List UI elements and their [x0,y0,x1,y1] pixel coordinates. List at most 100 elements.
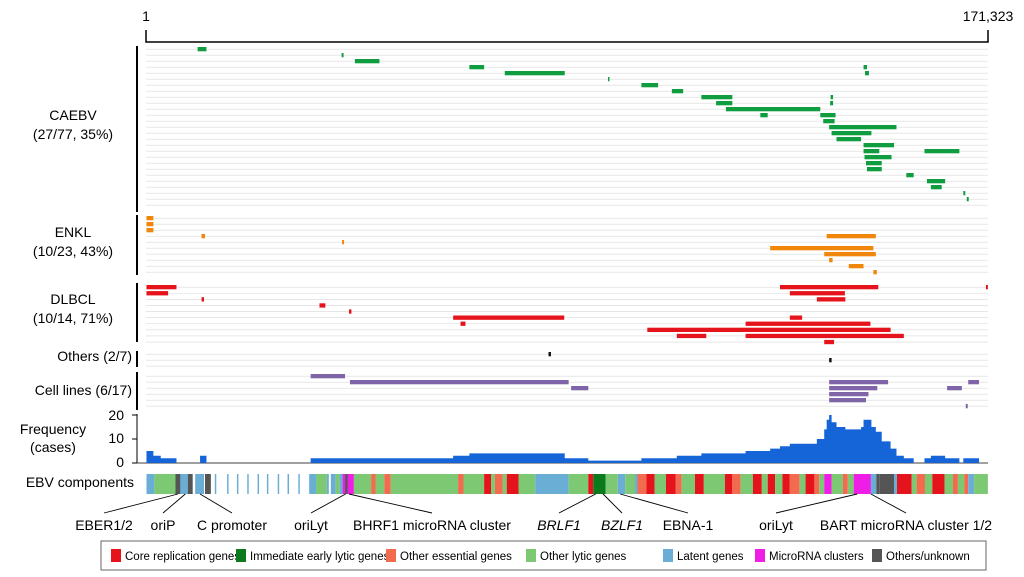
component-block [180,474,188,494]
component-block [944,474,953,494]
component-block [339,474,343,494]
annotation-label: oriLyt [759,517,793,533]
component-block [502,474,507,494]
deletion-bar [826,234,876,239]
component-block [605,474,618,494]
deletion-bar [863,65,867,70]
deletion-bar [319,303,326,308]
deletion-bar [676,333,707,339]
annotation-leader [199,493,233,514]
component-block [968,474,975,494]
deletion-bar [865,71,869,76]
deletion-bar [349,380,569,385]
annotation-leader [602,493,623,514]
component-block [494,474,503,494]
annotation-label: C promoter [197,517,267,533]
deletion-bar [830,95,834,100]
component-block [819,474,825,494]
annotation-leader [775,493,858,514]
component-block [330,474,336,494]
deletion-bar [548,352,551,357]
component-block [924,474,933,494]
annotation-leader [162,493,186,514]
group-label-name: ENKL [55,224,92,240]
deletion-bar [453,315,565,320]
component-block [353,474,372,494]
component-block [814,474,820,494]
component-block [146,474,155,494]
component-block [799,474,806,494]
deletion-bar [716,101,733,106]
component-block [646,474,655,494]
component-block [732,474,741,494]
ebv-components-track [146,474,988,494]
component-block [617,474,626,494]
deletion-bar [201,234,205,239]
legend-entry-label: Other essential genes [400,551,512,563]
deletion-bar [146,291,169,296]
deletion-bar [866,167,882,172]
annotation-label: BART microRNA cluster 1/2 [820,517,992,533]
component-block [775,474,783,494]
deletion-bar [341,53,344,58]
deletion-bar [460,321,466,326]
deletion-bar [789,291,845,296]
component-block [782,474,790,494]
deletion-bar [873,270,877,275]
deletion-bar [201,297,204,302]
deletion-bar [146,285,177,290]
component-block [740,474,753,494]
component-block [484,474,492,494]
component-block [326,474,329,494]
legend-entry-label: Others/unknown [886,551,970,563]
component-block [236,474,239,494]
annotation-leader [620,493,689,514]
component-block [894,474,897,494]
deletion-bar [310,374,346,379]
component-block [335,474,340,494]
deletion-bar [571,386,589,391]
component-block [371,474,376,494]
component-block [637,474,647,494]
annotation-leader [870,493,907,514]
deletion-bar [607,77,610,82]
deletion-bar [725,107,821,112]
deletion-bar [829,380,889,385]
deletion-bar [829,125,897,130]
component-block [681,474,695,494]
frequency-ytick-10: 10 [108,430,124,446]
component-block [227,474,229,494]
deletion-bar [965,404,968,409]
component-block [154,474,176,494]
deletion-bar [926,179,946,184]
deletion-bar [779,285,879,290]
component-block [767,474,776,494]
component-block [257,474,260,494]
group-label-name: CAEBV [49,107,97,123]
deletion-bar [848,264,864,269]
frequency-ylabel-line1: Frequency [20,421,86,437]
component-block [204,474,211,494]
genome-start-label: 1 [142,8,150,24]
component-block [588,474,594,494]
component-block [974,474,988,494]
component-block [625,474,636,494]
component-block [870,474,877,494]
component-block [309,474,317,494]
component-block [375,474,385,494]
component-block [247,474,249,494]
annotation-label: BHRF1 microRNA cluster [353,517,511,533]
legend-swatch [526,549,536,562]
deletion-bar [641,83,659,88]
component-block [824,474,832,494]
deletion-bar [146,216,154,221]
component-block [911,474,917,494]
component-block [195,474,204,494]
component-block [853,474,871,494]
deletion-bar [770,246,874,251]
deletion-bar [985,285,988,290]
component-block [175,474,181,494]
component-block [703,474,725,494]
deletion-bar [342,240,345,245]
